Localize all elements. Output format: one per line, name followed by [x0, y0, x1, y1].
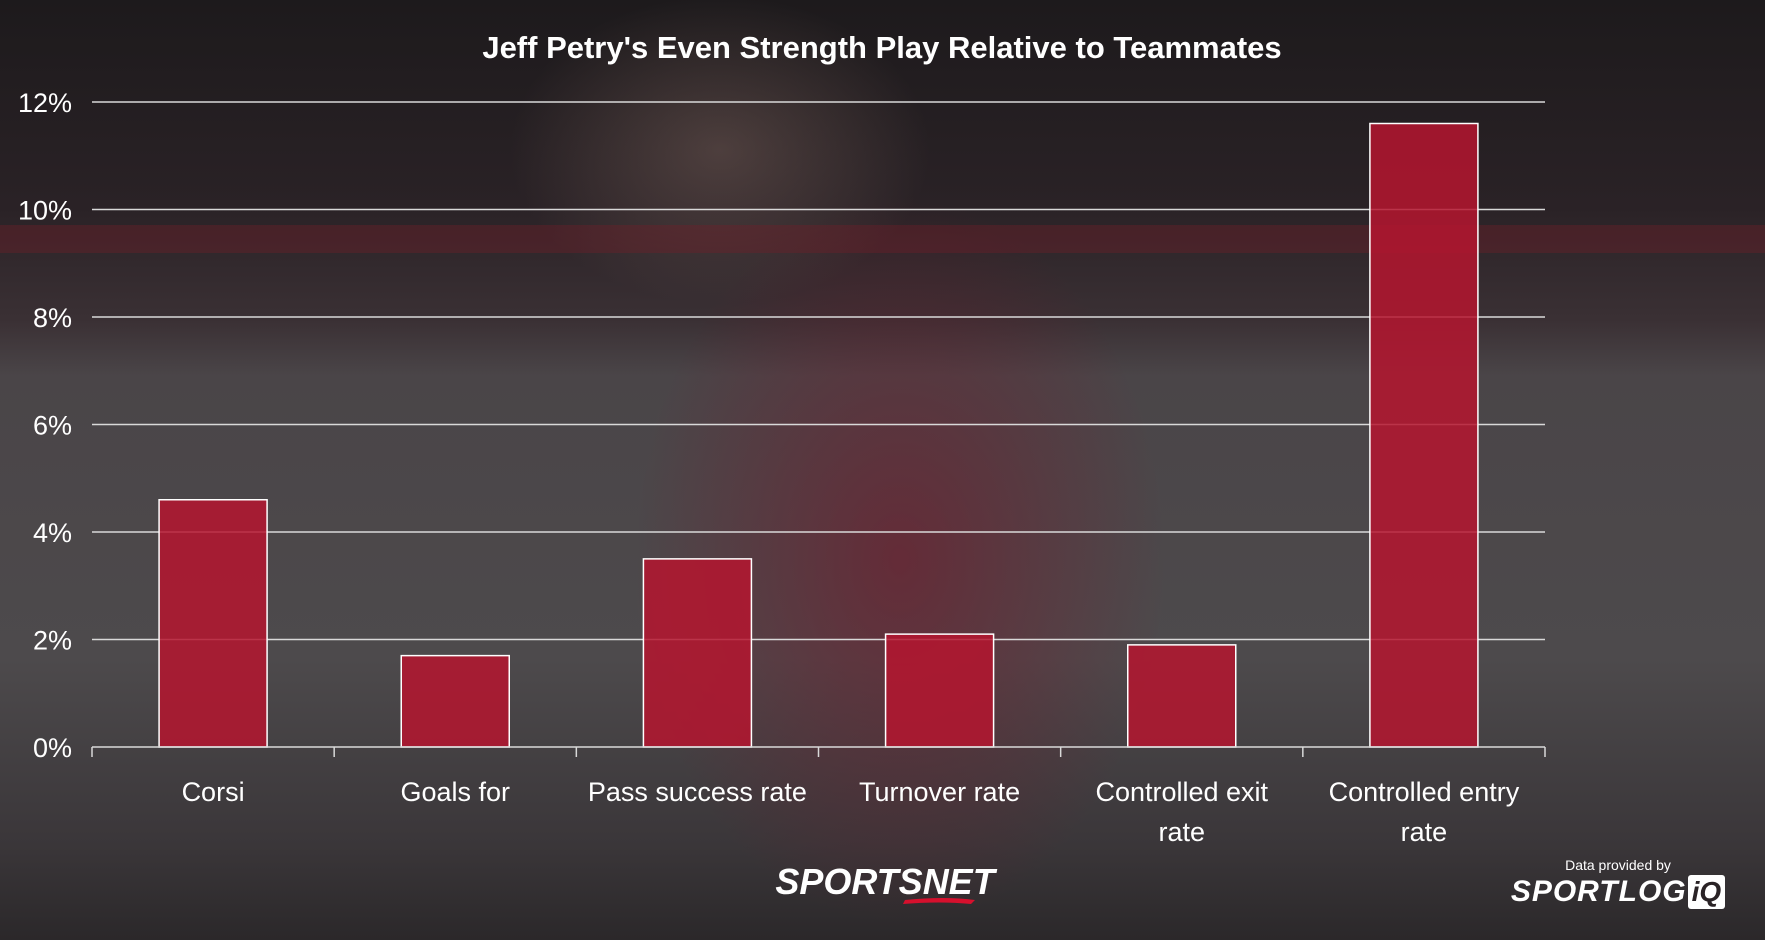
bar-corsi: [158, 499, 268, 748]
bar-turnover-rate: [884, 633, 995, 748]
y-axis-ticks: 0% 2% 4% 6% 8% 10% 12%: [18, 88, 72, 763]
x-tick-label: Goals for: [400, 777, 510, 807]
x-axis: [91, 746, 1546, 757]
y-tick-label: 8%: [33, 303, 72, 333]
chart-title: Jeff Petry's Even Strength Play Relative…: [482, 30, 1281, 65]
x-tick-label: Pass success rate: [588, 777, 807, 807]
bar-controlled-exit-rate: [1127, 644, 1237, 748]
y-tick-label: 10%: [18, 196, 72, 226]
y-tick-label: 0%: [33, 733, 72, 763]
y-tick-label: 6%: [33, 411, 72, 441]
provided-label: Data provided by: [1565, 857, 1671, 873]
bars: [158, 122, 1479, 748]
y-tick-label: 2%: [33, 626, 72, 656]
sportlogiq-logo: SPORTLOG iQ: [1488, 875, 1748, 909]
sportlogiq-iq-mark: iQ: [1687, 875, 1726, 909]
x-tick-label: Controlled exit rate: [1095, 777, 1268, 847]
x-tick-label: Turnover rate: [859, 777, 1020, 807]
bar-controlled-entry-rate: [1369, 122, 1479, 748]
x-tick-label: Corsi: [182, 777, 245, 807]
data-provider: Data provided by SPORTLOG iQ: [1488, 857, 1748, 909]
bar-pass-success-rate: [642, 558, 753, 748]
x-tick-label: Controlled entry rate: [1329, 777, 1520, 847]
sportsnet-logo: SPORTSNET: [775, 861, 998, 904]
x-axis-ticks: Corsi Goals for Pass success rate Turnover …: [182, 777, 1520, 847]
y-tick-label: 12%: [18, 88, 72, 118]
bar-goals-for: [400, 654, 510, 748]
grid-lines: [92, 101, 1545, 641]
sportsnet-swoosh: [903, 898, 975, 904]
sportlogiq-logo-text: SPORTLOG: [1510, 875, 1687, 908]
sportsnet-logo-text: SPORTSNET: [775, 861, 997, 902]
y-tick-label: 4%: [33, 518, 72, 548]
